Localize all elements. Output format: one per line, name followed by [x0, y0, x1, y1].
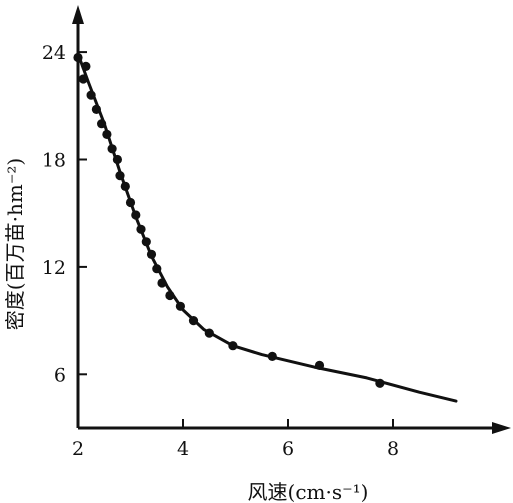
x-ticks: 2 4 6 8 — [72, 419, 399, 460]
x-tick-label: 8 — [387, 438, 399, 460]
data-point — [91, 104, 101, 114]
data-point — [165, 290, 175, 301]
data-point — [78, 74, 88, 84]
x-axis-title: 风速(cm·s⁻¹) — [248, 480, 369, 503]
data-point — [120, 181, 130, 191]
y-axis-title: 密度(百万苗·hm⁻²) — [3, 158, 27, 330]
data-point — [157, 278, 167, 288]
data-point — [115, 171, 125, 181]
data-point — [188, 316, 199, 326]
data-point — [228, 341, 238, 351]
series-layer — [73, 52, 458, 403]
data-point — [112, 154, 122, 165]
data-point — [314, 360, 325, 370]
data-point — [73, 52, 83, 63]
data-point — [97, 119, 107, 129]
y-tick-label: 18 — [42, 150, 66, 172]
data-point — [141, 237, 151, 247]
x-axis-arrow — [492, 422, 511, 434]
data-point — [375, 378, 385, 388]
y-tick-label: 12 — [42, 257, 66, 279]
x-tick-label: 6 — [282, 438, 294, 460]
x-tick-label: 2 — [72, 438, 84, 460]
data-point — [81, 61, 91, 71]
data-point — [204, 328, 214, 338]
data-point — [107, 144, 117, 154]
data-point — [102, 129, 112, 139]
data-point — [146, 249, 157, 259]
data-point — [152, 264, 162, 274]
y-ticks: 6 12 18 24 — [42, 42, 87, 386]
fitted-curve — [76, 52, 458, 403]
y-tick-label: 24 — [42, 42, 66, 64]
data-point — [131, 210, 141, 220]
y-axis-arrow — [72, 5, 84, 24]
data-point — [86, 90, 96, 100]
data-point — [175, 301, 185, 311]
x-tick-label: 4 — [177, 438, 189, 460]
y-tick-label: 6 — [54, 364, 66, 386]
data-point — [136, 224, 146, 234]
data-point — [267, 351, 277, 361]
data-point — [125, 197, 136, 208]
